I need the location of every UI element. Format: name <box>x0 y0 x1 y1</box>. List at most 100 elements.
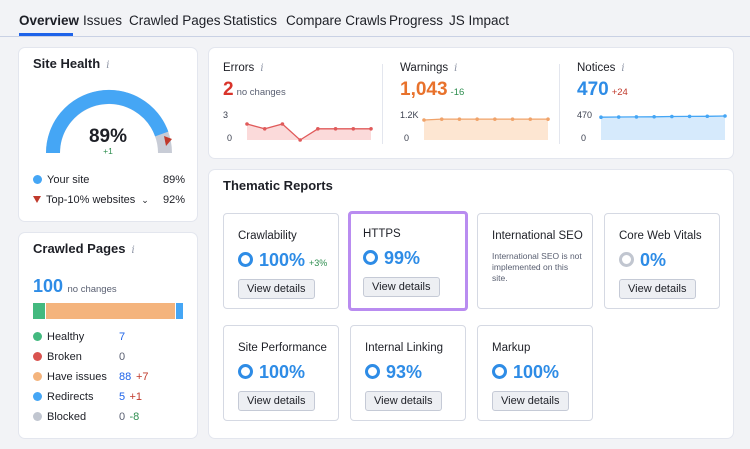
pages-legend-row[interactable]: Healthy 7 <box>33 331 183 347</box>
top-10-triangle-icon <box>33 195 41 203</box>
warnings-label: Warnings i <box>400 62 458 74</box>
report-name: Core Web Vitals <box>619 230 702 242</box>
report-score[interactable]: 0% <box>619 250 666 271</box>
pages-bar-segment[interactable] <box>175 303 183 319</box>
pages-legend-row[interactable]: Blocked 0 -8 <box>33 411 183 427</box>
report-card-crawlability: Crawlability 100% +3% View details <box>223 213 339 309</box>
pages-legend-row[interactable]: Redirects 5 +1 <box>33 391 183 407</box>
notices-sparkline[interactable] <box>599 114 727 142</box>
status-dot-icon <box>33 351 42 361</box>
crawled-pages-count[interactable]: 100 <box>33 276 64 296</box>
view-details-button[interactable]: View details <box>238 391 315 411</box>
axis-min-label: 0 <box>227 133 233 143</box>
pages-bar-segment[interactable] <box>33 303 45 319</box>
notices-count-row: 470 +24 <box>577 79 628 101</box>
legend-your-site: Your site 89% <box>33 174 186 190</box>
report-name: Markup <box>492 342 531 354</box>
info-icon[interactable]: i <box>454 63 458 74</box>
report-score[interactable]: 99% <box>363 248 420 269</box>
warnings-count[interactable]: 1,043 <box>400 79 448 100</box>
errors-count[interactable]: 2 <box>223 79 234 100</box>
axis-min-label: 0 <box>581 133 587 143</box>
sparkline-area <box>601 116 725 140</box>
sparkline-point <box>457 117 462 121</box>
sparkline-point <box>333 127 338 131</box>
warnings-sparkline[interactable] <box>422 114 550 142</box>
pages-legend-label: Healthy <box>47 331 85 343</box>
report-score[interactable]: 100% <box>492 362 559 383</box>
view-details-button[interactable]: View details <box>619 279 696 299</box>
report-card-site-performance: Site Performance 100% View details <box>223 325 339 421</box>
legend-value: 92% <box>163 194 186 206</box>
sparkline-point <box>705 114 710 119</box>
site-health-change: +1 <box>103 146 113 156</box>
pages-legend-row[interactable]: Have issues 88 +7 <box>33 371 183 387</box>
pages-legend-value[interactable]: 88 <box>119 371 132 383</box>
pages-legend-value[interactable]: 7 <box>119 331 126 343</box>
divider <box>559 64 560 144</box>
info-icon[interactable]: i <box>260 63 264 74</box>
sparkline-point <box>510 117 515 121</box>
pages-legend-label: Have issues <box>47 371 107 383</box>
top-10-marker-icon <box>164 136 172 146</box>
tab-compare-crawls[interactable]: Compare Crawls <box>286 13 387 28</box>
axis-max-label: 3 <box>223 110 229 120</box>
legend-value: 89% <box>163 174 186 186</box>
legend-top-10[interactable]: Top-10% websites ⌄ 92% <box>33 194 186 210</box>
crawled-pages-card: Crawled Pages i 100 no changes Healthy 7 Br… <box>19 233 197 438</box>
sparkline-line <box>246 123 371 141</box>
errors-count-row: 2 no changes <box>223 79 286 101</box>
report-name: HTTPS <box>363 228 401 240</box>
tab-statistics[interactable]: Statistics <box>223 13 278 28</box>
info-icon[interactable]: i <box>621 63 625 74</box>
pages-legend-value[interactable]: 5 <box>119 391 126 403</box>
errors-sparkline[interactable] <box>245 114 373 142</box>
notices-count[interactable]: 470 <box>577 79 609 100</box>
crawled-pages-bar <box>33 303 183 319</box>
tab-crawled-pages[interactable]: Crawled Pages <box>129 13 221 28</box>
sparkline-point <box>475 117 479 121</box>
chevron-down-icon[interactable]: ⌄ <box>141 195 149 205</box>
report-score[interactable]: 100% +3% <box>238 250 327 271</box>
your-site-dot-icon <box>33 174 42 184</box>
pages-legend-row[interactable]: Broken 0 <box>33 351 183 367</box>
sparkline-point <box>670 114 674 119</box>
progress-ring-icon <box>619 251 634 267</box>
pages-bar-segment[interactable] <box>45 303 175 319</box>
divider <box>382 64 383 144</box>
pages-legend-value[interactable]: 0 <box>119 351 126 363</box>
sparkline-point <box>280 122 285 126</box>
info-icon[interactable]: i <box>106 60 110 71</box>
view-details-button[interactable]: View details <box>492 391 569 411</box>
site-health-score: 89% <box>88 126 128 147</box>
tab-js-impact[interactable]: JS Impact <box>449 13 510 28</box>
sparkline-point <box>439 117 444 121</box>
status-dot-icon <box>33 391 42 401</box>
crawled-pages-title: Crawled Pages i <box>33 241 135 256</box>
report-delta: +3% <box>309 258 328 268</box>
progress-ring-icon <box>365 363 380 379</box>
info-icon[interactable]: i <box>131 245 135 256</box>
view-details-button[interactable]: View details <box>363 277 440 297</box>
warnings-change: -16 <box>450 87 465 98</box>
issues-metrics-card: Errors i 2 no changes 3 0 Warnings i 1,043 -16 1.2… <box>209 48 733 158</box>
sparkline-point <box>599 115 603 120</box>
pages-legend-value[interactable]: 0 <box>119 411 126 423</box>
sparkline-point <box>351 127 356 131</box>
report-card-https: HTTPS 99% View details <box>348 211 468 311</box>
tab-overview[interactable]: Overview <box>19 13 80 28</box>
report-card-markup: Markup 100% View details <box>477 325 593 421</box>
sparkline-point <box>262 127 267 131</box>
report-score[interactable]: 93% <box>365 362 422 383</box>
report-score[interactable]: 100% <box>238 362 305 383</box>
tab-progress[interactable]: Progress <box>389 13 444 28</box>
sparkline-point <box>298 138 302 142</box>
view-details-button[interactable]: View details <box>365 391 442 411</box>
axis-max-label: 470 <box>577 110 593 120</box>
site-health-gauge <box>46 89 172 154</box>
view-details-button[interactable]: View details <box>238 279 315 299</box>
sparkline-line <box>600 115 726 118</box>
status-dot-icon <box>33 331 42 341</box>
sparkline-point <box>634 115 639 119</box>
tab-issues[interactable]: Issues <box>83 13 123 28</box>
